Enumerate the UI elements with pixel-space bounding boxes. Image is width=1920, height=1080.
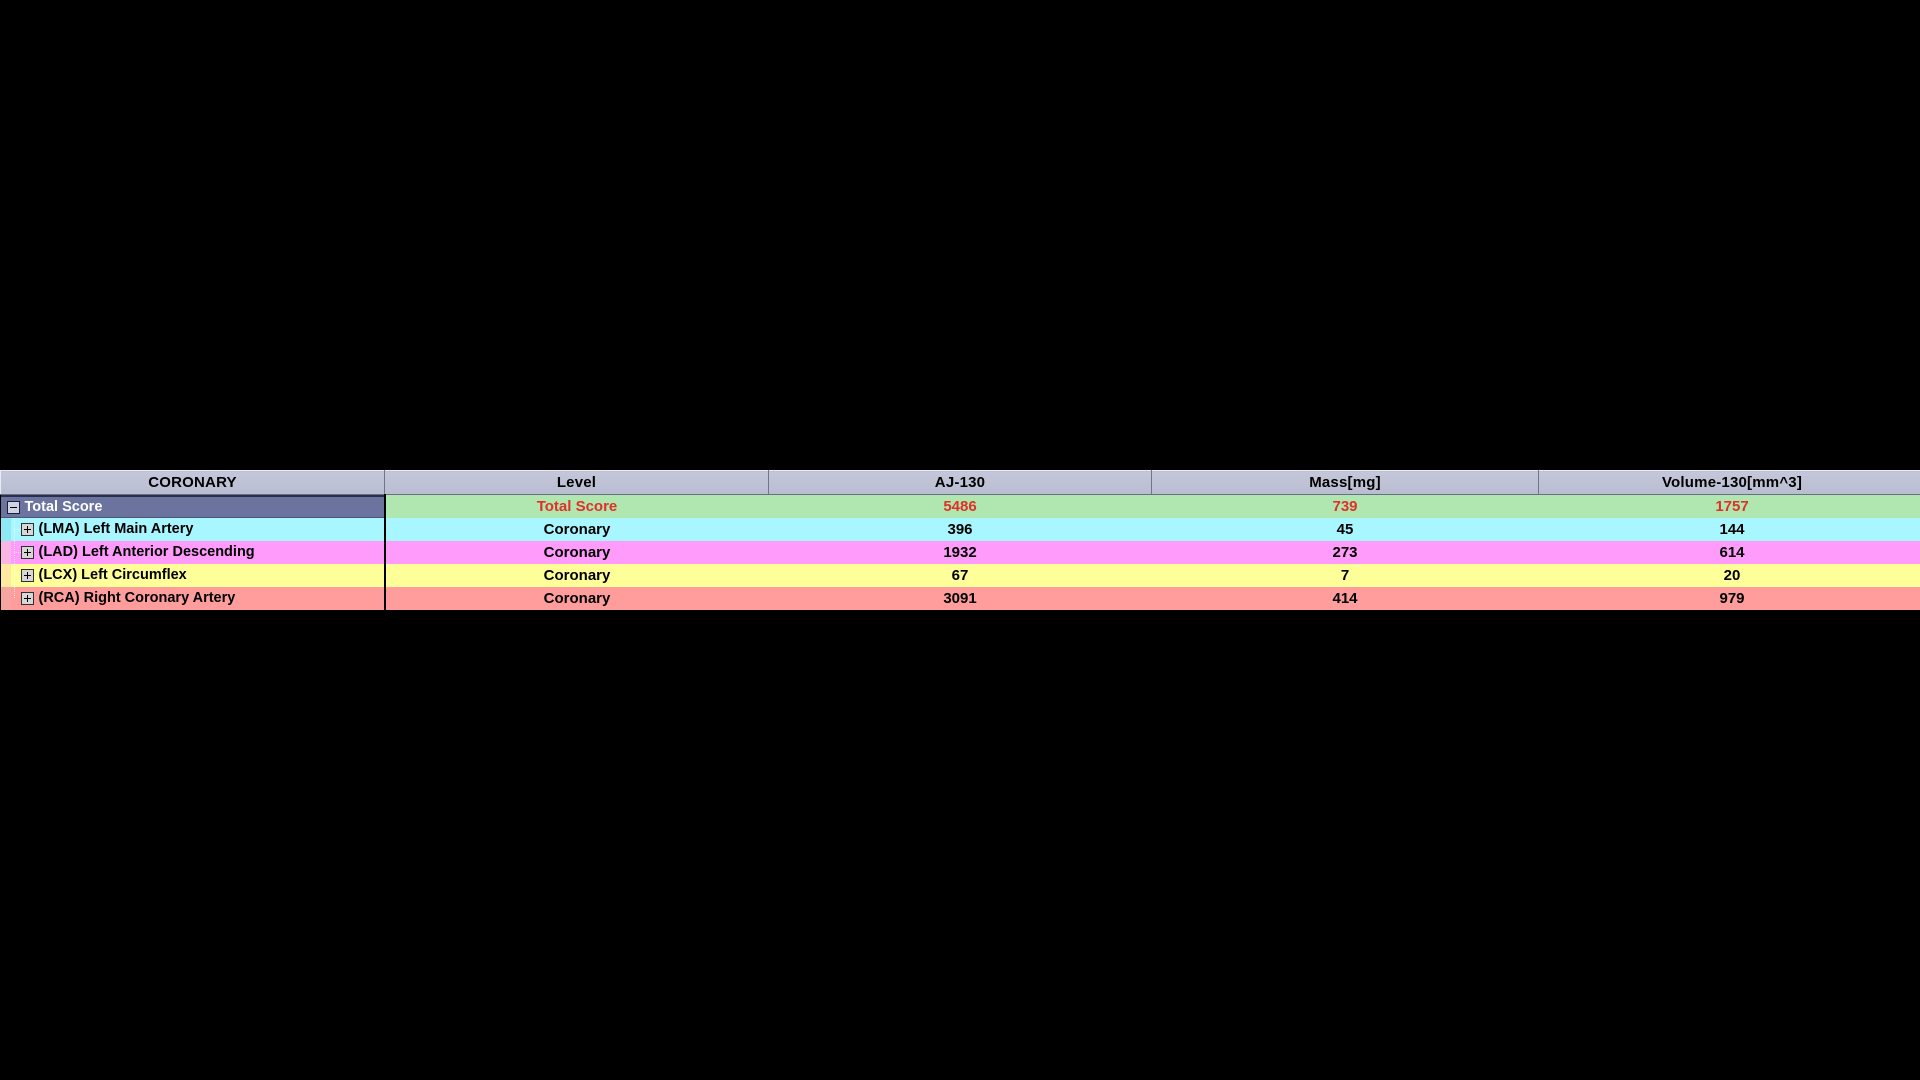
tree-panel-bottom-edge — [0, 610, 383, 612]
tree-guide — [9, 587, 21, 610]
tree-cell-lad[interactable]: (LAD) Left Anterior Descending — [0, 541, 386, 564]
expand-plus-icon[interactable] — [20, 569, 34, 582]
column-header-mass[interactable]: Mass[mg] — [1151, 470, 1539, 495]
table-row[interactable]: (LAD) Left Anterior Descending Coronary … — [0, 541, 1920, 564]
tree-guide — [9, 564, 21, 587]
column-header-level[interactable]: Level — [384, 470, 769, 495]
row-color-strip — [0, 587, 11, 610]
table-row[interactable]: Total Score Total Score 5486 739 1757 — [0, 494, 1920, 518]
tree-cell-lcx[interactable]: (LCX) Left Circumflex — [0, 564, 386, 587]
row-color-strip — [0, 541, 11, 564]
cell-level: Total Score — [384, 494, 769, 518]
cell-volume: 979 — [1538, 587, 1920, 610]
cell-mass: 739 — [1151, 494, 1539, 518]
cell-volume: 20 — [1538, 564, 1920, 587]
tree-cell-lma[interactable]: (LMA) Left Main Artery — [0, 518, 386, 541]
coronary-score-table: CORONARY Level AJ-130 Mass[mg] Volume-13… — [0, 470, 1920, 612]
cell-aj130: 67 — [768, 564, 1152, 587]
tree-guide — [9, 541, 21, 564]
table-body: Total Score Total Score 5486 739 1757 — [0, 494, 1920, 610]
expand-plus-icon[interactable] — [20, 546, 34, 559]
cell-level: Coronary — [384, 518, 769, 541]
cell-level: Coronary — [384, 564, 769, 587]
row-label: Total Score — [24, 498, 103, 515]
table-header: CORONARY Level AJ-130 Mass[mg] Volume-13… — [0, 470, 1920, 495]
table-row[interactable]: (LMA) Left Main Artery Coronary 396 45 1… — [0, 518, 1920, 541]
cell-aj130: 396 — [768, 518, 1152, 541]
calcium-score-table: CORONARY Level AJ-130 Mass[mg] Volume-13… — [0, 470, 1920, 610]
column-header-coronary[interactable]: CORONARY — [0, 470, 385, 495]
table-row[interactable]: (LCX) Left Circumflex Coronary 67 7 20 — [0, 564, 1920, 587]
expand-plus-icon[interactable] — [20, 523, 34, 536]
row-color-strip — [0, 564, 11, 587]
cell-volume: 1757 — [1538, 494, 1920, 518]
cell-mass: 273 — [1151, 541, 1539, 564]
column-header-volume[interactable]: Volume-130[mm^3] — [1538, 470, 1920, 495]
row-label: (LAD) Left Anterior Descending — [38, 544, 255, 560]
collapse-minus-icon[interactable] — [6, 500, 20, 514]
tree-cell-rca[interactable]: (RCA) Right Coronary Artery — [0, 587, 386, 610]
cell-aj130: 1932 — [768, 541, 1152, 564]
cell-volume: 144 — [1538, 518, 1920, 541]
cell-volume: 614 — [1538, 541, 1920, 564]
expand-plus-icon[interactable] — [20, 592, 34, 605]
cell-level: Coronary — [384, 541, 769, 564]
column-header-aj130[interactable]: AJ-130 — [768, 470, 1152, 495]
cell-mass: 45 — [1151, 518, 1539, 541]
cell-mass: 7 — [1151, 564, 1539, 587]
cell-aj130: 3091 — [768, 587, 1152, 610]
tree-cell-total-score[interactable]: Total Score — [0, 494, 386, 518]
row-label: (LCX) Left Circumflex — [38, 567, 187, 583]
table-row[interactable]: (RCA) Right Coronary Artery Coronary 309… — [0, 587, 1920, 610]
cell-aj130: 5486 — [768, 494, 1152, 518]
cell-level: Coronary — [384, 587, 769, 610]
row-label: (LMA) Left Main Artery — [38, 521, 194, 537]
row-label: (RCA) Right Coronary Artery — [38, 590, 236, 606]
cell-mass: 414 — [1151, 587, 1539, 610]
header-row: CORONARY Level AJ-130 Mass[mg] Volume-13… — [0, 470, 1920, 495]
tree-guide — [9, 518, 21, 541]
row-color-strip — [0, 518, 11, 541]
